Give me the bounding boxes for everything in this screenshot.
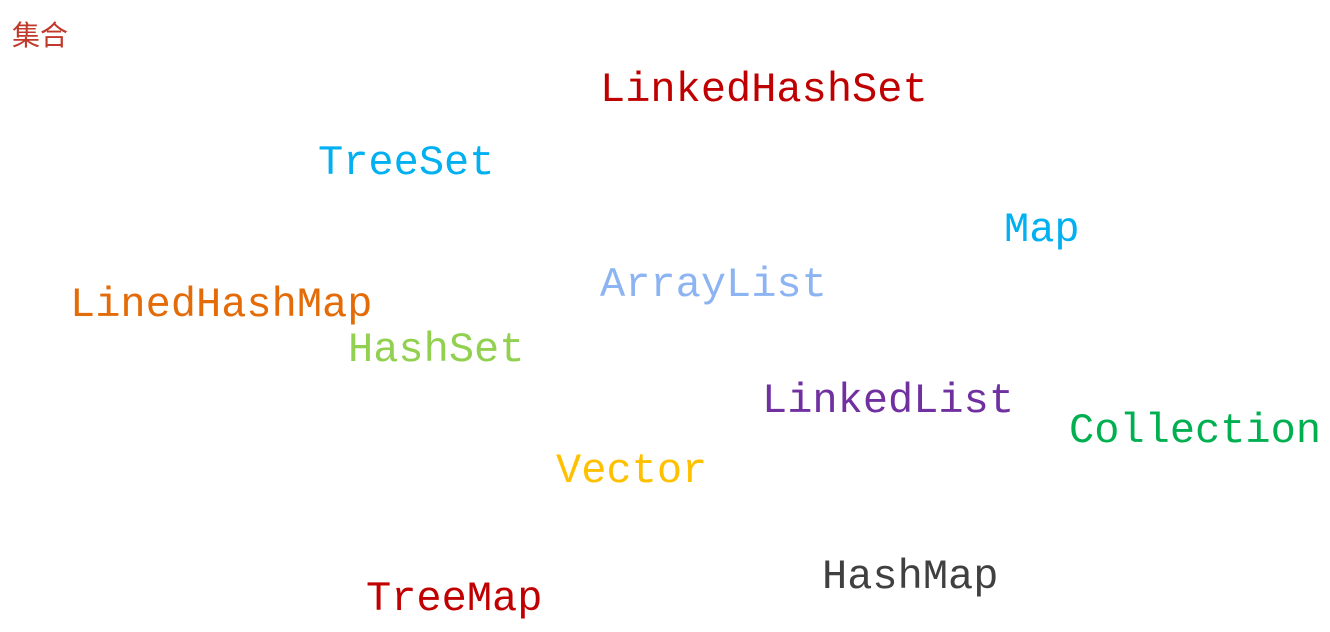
word-linkedlist: LinkedList [762, 377, 1015, 425]
word-treemap: TreeMap [366, 575, 543, 623]
word-map: Map [1004, 206, 1080, 254]
word-hashmap: HashMap [822, 553, 999, 601]
word-linedhashmap: LinedHashMap [70, 281, 373, 329]
word-treeset: TreeSet [318, 139, 495, 187]
word-vector: Vector [556, 447, 708, 495]
page-title: 集合 [12, 19, 69, 52]
word-arraylist: ArrayList [600, 261, 827, 309]
word-linkedhashset: LinkedHashSet [600, 66, 928, 114]
word-hashset: HashSet [348, 326, 525, 374]
word-collection: Collection [1069, 407, 1322, 455]
